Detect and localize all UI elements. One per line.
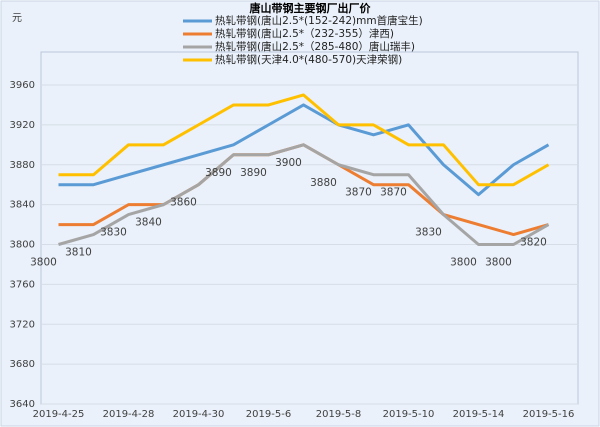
series-line	[58, 143, 550, 246]
chart-title: 唐山带钢主要钢厂出厂价	[250, 1, 372, 15]
data-label: 3830	[100, 227, 127, 239]
data-label: 3900	[275, 157, 302, 169]
y-axis-label: 元	[12, 13, 22, 24]
x-tick-label: 2019-5-10	[383, 409, 435, 420]
y-tick-label: 3680	[10, 359, 35, 370]
legend-label: 热轧带钢(唐山2.5*（232-355）津西)	[215, 27, 394, 40]
data-label: 3800	[450, 257, 477, 269]
x-tick-label: 2019-4-30	[173, 409, 225, 420]
x-tick-label: 2019-4-28	[103, 409, 155, 420]
data-label: 3890	[205, 167, 232, 179]
data-label: 3830	[415, 227, 442, 239]
legend-label: 热轧带钢(唐山2.5*(152-242)mm首唐宝生)	[215, 14, 423, 27]
y-tick-label: 3880	[10, 160, 35, 171]
y-tick-label: 3800	[10, 240, 35, 251]
legend-label: 热轧带钢(天津4.0*(480-570)天津荣钢)	[215, 53, 402, 66]
x-tick-label: 2019-5-6	[246, 409, 291, 420]
series-line	[58, 103, 550, 197]
y-tick-label: 3760	[10, 279, 35, 290]
x-tick-label: 2019-5-14	[453, 409, 505, 420]
y-tick-label: 3960	[10, 80, 35, 91]
data-label: 3810	[65, 247, 92, 259]
x-tick-label: 2019-4-25	[33, 409, 85, 420]
data-label: 3870	[380, 187, 407, 199]
data-label: 3820	[520, 237, 547, 249]
data-label: 3840	[135, 217, 162, 229]
x-tick-label: 2019-5-16	[523, 409, 575, 420]
data-label: 3880	[310, 177, 337, 189]
data-label: 3860	[170, 197, 197, 209]
legend-label: 热轧带钢(唐山2.5*（285-480）唐山瑞丰)	[215, 40, 415, 53]
data-label: 3890	[240, 167, 267, 179]
y-tick-label: 3640	[10, 399, 35, 410]
data-label: 3870	[345, 187, 372, 199]
data-label: 3800	[30, 257, 57, 269]
x-tick-label: 2019-5-8	[316, 409, 361, 420]
y-tick-label: 3840	[10, 200, 35, 211]
data-label: 3800	[485, 257, 512, 269]
y-tick-label: 3720	[10, 319, 35, 330]
y-tick-label: 3920	[10, 120, 35, 131]
series-line	[58, 93, 550, 187]
